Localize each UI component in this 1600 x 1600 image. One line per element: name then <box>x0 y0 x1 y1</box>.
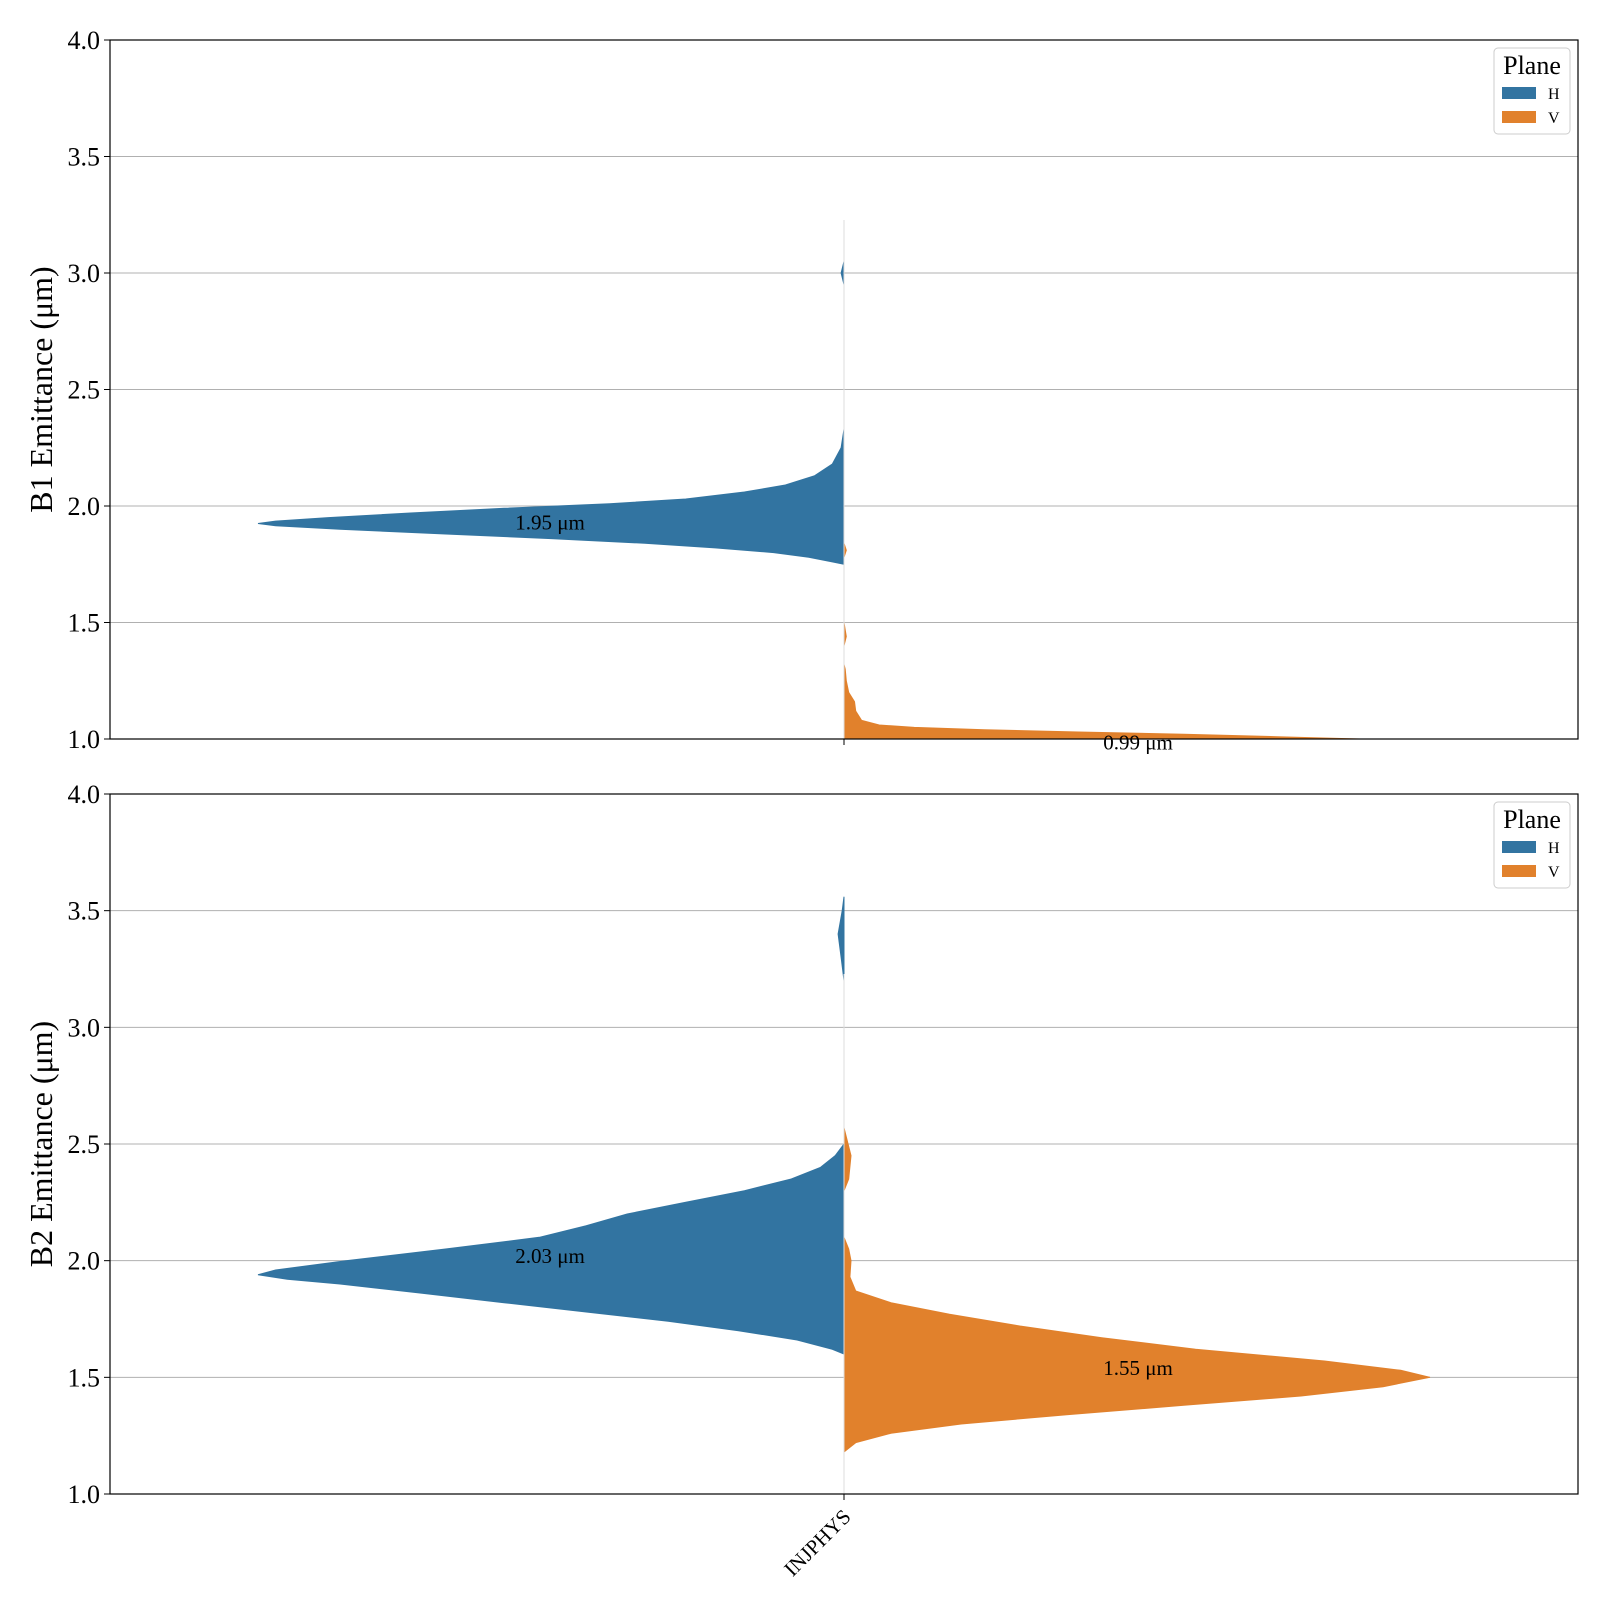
chart-panel-b1: 1.0 1.5 2.0 2.5 3.0 3.5 4.0 B1 Emittance… <box>23 26 1579 754</box>
y-tick-label: 1.0 <box>68 1480 101 1509</box>
legend-title: Plane <box>1503 51 1561 80</box>
y-tick-label: 1.5 <box>68 609 101 638</box>
violin-v <box>843 1237 1431 1454</box>
x-tick-label-injphys: INJPHYS <box>779 1505 855 1581</box>
legend: Plane H V <box>1493 801 1571 889</box>
legend-swatch-v <box>1502 111 1536 123</box>
grid-lines <box>104 793 1578 1500</box>
plot-frame <box>109 793 1579 1495</box>
y-axis-label: B2 Emittance (μm) <box>23 1021 59 1267</box>
violin-tail-h <box>837 896 845 981</box>
violin-tail-v <box>843 1127 852 1191</box>
y-axis-label: B1 Emittance (μm) <box>23 266 59 512</box>
violin-shapes <box>257 220 1360 740</box>
legend-swatch-v <box>1502 865 1536 877</box>
legend-swatch-h <box>1502 841 1536 853</box>
legend-entry-h: H <box>1548 840 1560 857</box>
violin-h <box>257 1142 845 1355</box>
y-tick-label: 4.0 <box>68 780 101 809</box>
y-tick-label: 3.0 <box>68 1013 101 1042</box>
y-tick-label: 1.0 <box>68 725 101 754</box>
y-tick-label: 1.5 <box>68 1363 101 1392</box>
y-tick-label: 3.5 <box>68 897 101 926</box>
y-tick-label: 4.0 <box>68 26 101 55</box>
median-label-h: 1.95 μm <box>515 510 585 534</box>
y-axis-ticks: 1.0 1.5 2.0 2.5 3.0 3.5 4.0 <box>68 26 101 754</box>
legend: Plane H V <box>1493 47 1571 135</box>
legend-entry-h: H <box>1548 86 1560 103</box>
y-tick-label: 2.0 <box>68 1247 101 1276</box>
y-tick-label: 3.0 <box>68 259 101 288</box>
y-tick-label: 2.5 <box>68 1130 101 1159</box>
y-tick-label: 2.0 <box>68 492 101 521</box>
plot-frame <box>109 39 1579 740</box>
legend-title: Plane <box>1503 805 1561 834</box>
legend-entry-v: V <box>1548 864 1560 881</box>
violin-h <box>257 429 845 565</box>
median-label-h: 2.03 μm <box>515 1244 585 1268</box>
y-axis-ticks: 1.0 1.5 2.0 2.5 3.0 3.5 4.0 <box>68 780 101 1509</box>
violin-v <box>843 664 1360 740</box>
median-label-v: 0.99 μm <box>1103 730 1173 754</box>
legend-swatch-h <box>1502 87 1536 99</box>
chart-panel-b2: 1.0 1.5 2.0 2.5 3.0 3.5 4.0 B2 Emittance… <box>23 780 1579 1581</box>
grid-lines <box>104 39 1578 745</box>
y-tick-label: 3.5 <box>68 143 101 172</box>
legend-entry-v: V <box>1548 110 1560 127</box>
median-label-v: 1.55 μm <box>1103 1356 1173 1380</box>
y-tick-label: 2.5 <box>68 376 101 405</box>
violin-shapes <box>257 896 1431 1494</box>
